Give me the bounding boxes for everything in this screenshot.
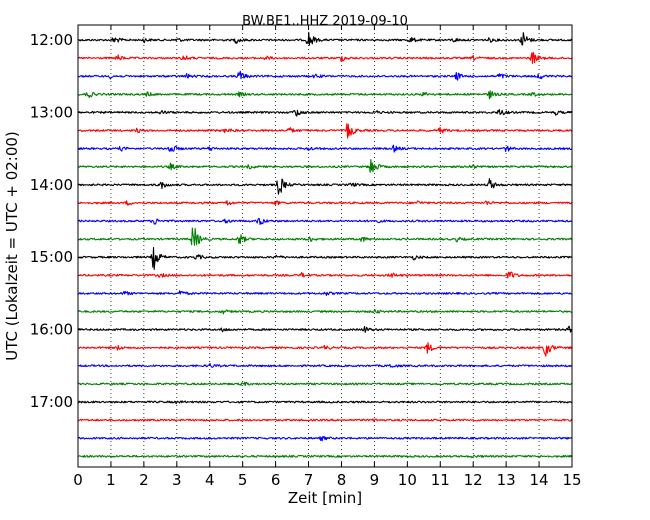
y-axis-ticks: 12:00 13:00 14:00 15:00 16:00 17:00 bbox=[30, 31, 572, 411]
y-tick-label: 14:00 bbox=[30, 176, 73, 194]
x-tick-label: 10 bbox=[398, 471, 417, 489]
chart-title: BW.BE1..HHZ 2019-09-10 bbox=[242, 14, 408, 29]
x-tick-label: 1 bbox=[106, 471, 116, 489]
x-tick-label: 13 bbox=[497, 471, 516, 489]
trace-row-1400 bbox=[77, 178, 573, 195]
x-tick-label: 9 bbox=[370, 471, 380, 489]
trace-row-1500 bbox=[77, 246, 573, 270]
trace-row-1345 bbox=[77, 159, 573, 173]
trace-rows bbox=[77, 31, 573, 459]
trace-row-1300 bbox=[77, 109, 573, 117]
x-tick-label: 7 bbox=[304, 471, 314, 489]
x-tick-label: 5 bbox=[238, 471, 248, 489]
x-tick-label: 0 bbox=[73, 471, 83, 489]
trace-row-1430 bbox=[77, 217, 573, 226]
y-tick-label: 15:00 bbox=[30, 248, 73, 266]
x-tick-label: 14 bbox=[530, 471, 549, 489]
x-tick-label: 12 bbox=[464, 471, 483, 489]
trace-row-1700 bbox=[77, 400, 573, 405]
plot-frame bbox=[77, 24, 573, 468]
trace-row-1515 bbox=[77, 271, 573, 279]
x-tick-label: 15 bbox=[562, 471, 581, 489]
trace-row-1730 bbox=[77, 435, 573, 442]
trace-row-1315 bbox=[77, 123, 573, 139]
y-axis-label: UTC (Lokalzeit = UTC + 02:00) bbox=[3, 131, 21, 361]
trace-row-1645 bbox=[77, 381, 573, 387]
y-tick-label: 16:00 bbox=[30, 321, 73, 339]
trace-row-1630 bbox=[77, 362, 573, 368]
x-tick-label: 2 bbox=[139, 471, 149, 489]
trace-row-1230 bbox=[77, 70, 573, 81]
trace-row-1530 bbox=[77, 290, 573, 297]
trace-row-1200 bbox=[77, 31, 573, 46]
x-tick-label: 3 bbox=[172, 471, 182, 489]
trace-row-1545 bbox=[77, 309, 573, 315]
trace-row-1715 bbox=[77, 418, 573, 422]
trace-row-1745 bbox=[77, 454, 573, 459]
x-axis-ticks: 0 1 2 3 4 5 6 7 8 9 10 11 12 13 14 15 bbox=[73, 25, 582, 489]
trace-row-1445 bbox=[77, 227, 573, 246]
y-tick-label: 12:00 bbox=[30, 31, 73, 49]
trace-row-1330 bbox=[77, 144, 573, 153]
x-tick-label: 8 bbox=[337, 471, 347, 489]
y-tick-label: 13:00 bbox=[30, 103, 73, 121]
trace-row-1415 bbox=[77, 200, 573, 206]
grid-lines bbox=[110, 25, 540, 467]
trace-row-1215 bbox=[77, 51, 573, 64]
x-axis-label: Zeit [min] bbox=[288, 489, 362, 507]
x-tick-label: 4 bbox=[205, 471, 215, 489]
x-tick-label: 6 bbox=[271, 471, 281, 489]
x-tick-label: 11 bbox=[431, 471, 450, 489]
trace-row-1600 bbox=[77, 325, 573, 333]
trace-row-1615 bbox=[77, 342, 573, 357]
trace-row-1245 bbox=[77, 90, 573, 100]
y-tick-label: 17:00 bbox=[30, 393, 73, 411]
